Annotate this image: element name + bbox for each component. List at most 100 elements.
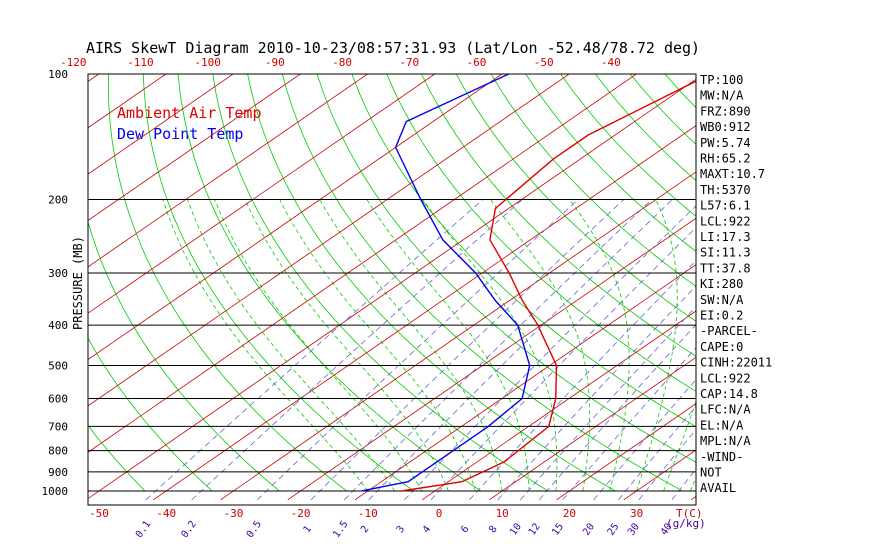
dry-adiabat [421, 74, 696, 357]
sounding-index: SI:11.3 [700, 246, 751, 260]
bottom-temp-tick-label: 20 [563, 507, 576, 520]
mixing-ratio-line [368, 199, 673, 501]
mixing-ratio-line [404, 205, 696, 501]
dry-adiabat [769, 74, 870, 491]
moist-adiabat [319, 199, 503, 492]
mixing-ratio-tick-label: 25 [606, 521, 622, 537]
sounding-index: TP:100 [700, 73, 743, 87]
sounding-index: LCL:922 [700, 214, 751, 228]
sounding-index: EL:N/A [700, 418, 744, 432]
isotherm [287, 217, 696, 501]
mixing-ratio-tick-label: 0.2 [179, 519, 198, 540]
mixing-ratio-line [638, 428, 696, 501]
mixing-ratio-tick-label: 30 [626, 521, 642, 537]
isotherm [88, 78, 696, 500]
mixing-ratio-tick-label: 20 [581, 521, 597, 537]
moist-adiabat [490, 199, 591, 492]
mixing-ratio-tick-label: 15 [550, 521, 566, 537]
mixing-ratio-line [593, 379, 696, 501]
sounding-index: MAXT:10.7 [700, 167, 765, 181]
isotherm [88, 74, 302, 221]
bottom-temp-tick-label: 10 [496, 507, 509, 520]
top-temp-tick-label: -120 [60, 56, 87, 69]
mixing-ratio-line [497, 285, 696, 501]
mixing-unit-label: (g/kg) [666, 517, 706, 530]
sounding-index: NOT [700, 466, 722, 480]
mixing-ratio-line [469, 260, 696, 501]
dry-adiabat [88, 337, 213, 492]
pressure-tick-label: 500 [48, 359, 68, 372]
mixing-ratio-line [618, 405, 696, 501]
sounding-index: L57:6.1 [700, 199, 751, 213]
legend-ambient: Ambient Air Temp [117, 104, 262, 122]
pressure-tick-label: 300 [48, 267, 68, 280]
mixing-ratio-line [520, 306, 696, 501]
mixing-ratio-tick-label: 4 [421, 524, 433, 535]
pressure-tick-label: 100 [48, 68, 68, 81]
dry-adiabat [386, 74, 696, 392]
sounding-index: LCL:922 [700, 371, 751, 385]
isotherm [88, 74, 436, 314]
dry-adiabat [316, 74, 696, 463]
bottom-temp-tick-label: 0 [436, 507, 443, 520]
mixing-ratio-line [562, 347, 696, 501]
bottom-temp-tick-label: -10 [358, 507, 378, 520]
sounding-index: MPL:N/A [700, 434, 751, 448]
pressure-tick-label: 700 [48, 420, 68, 433]
temp-unit-label: T(C) [676, 507, 703, 520]
mixing-ratio-line [671, 468, 696, 501]
bottom-temp-tick-label: -30 [223, 507, 243, 520]
moist-adiabat [636, 199, 678, 492]
mixing-ratio-tick-label: 6 [459, 524, 471, 535]
mixing-ratio-line [145, 199, 484, 501]
moist-adiabat [366, 199, 530, 492]
dry-adiabat [247, 74, 616, 492]
sounding-index: CAPE:0 [700, 340, 743, 354]
sounding-index: FRZ:890 [700, 104, 751, 118]
mixing-ratio-tick-label: 0.5 [245, 519, 264, 540]
bottom-temp-tick-label: -40 [156, 507, 176, 520]
y-axis-label: PRESSURE (MB) [71, 236, 85, 330]
mixing-ratio-tick-label: 2 [359, 524, 371, 535]
mixing-ratio-tick-label: 1.5 [331, 519, 350, 540]
mixing-ratio-line [430, 227, 696, 501]
sounding-index: LI:17.3 [700, 230, 751, 244]
sounding-index: -WIND- [700, 450, 743, 464]
sounding-index: WB0:912 [700, 120, 751, 134]
top-temp-tick-label: -110 [127, 56, 154, 69]
dry-adiabat [455, 74, 696, 322]
isotherm [88, 74, 570, 407]
sounding-index: AVAIL [700, 481, 736, 495]
pressure-tick-label: 1000 [42, 485, 69, 498]
dry-adiabat [839, 74, 870, 491]
sounding-index: TH:5370 [700, 183, 751, 197]
dry-adiabat [88, 220, 280, 492]
top-temp-tick-label: -60 [467, 56, 487, 69]
dry-adiabat [108, 74, 347, 492]
bottom-temp-tick-label: 30 [630, 507, 643, 520]
mixing-ratio-line [538, 324, 696, 501]
dry-adiabat [490, 74, 696, 287]
dry-adiabat [88, 424, 146, 492]
dry-adiabat [282, 74, 683, 492]
dry-adiabat [525, 74, 696, 252]
mixing-ratio-tick-label: 8 [487, 524, 499, 535]
chart-title: AIRS SkewT Diagram 2010-10-23/08:57:31.9… [86, 39, 700, 57]
mixing-ratio-line [191, 199, 523, 501]
mixing-ratio-tick-label: 12 [527, 521, 543, 537]
ambient-temp-line [401, 80, 696, 492]
pressure-tick-label: 600 [48, 392, 68, 405]
sounding-index: PW:5.74 [700, 136, 751, 150]
dry-adiabat [351, 74, 696, 428]
dry-adiabat [735, 74, 870, 491]
isotherm [88, 74, 638, 453]
top-temp-tick-label: -50 [534, 56, 554, 69]
isotherm [421, 310, 696, 501]
bottom-temp-tick-label: -50 [89, 507, 109, 520]
dry-adiabat [212, 74, 549, 492]
top-temp-tick-label: -90 [265, 56, 285, 69]
pressure-tick-label: 200 [48, 194, 68, 207]
sounding-index: EI:0.2 [700, 309, 743, 323]
isotherm [354, 264, 696, 501]
